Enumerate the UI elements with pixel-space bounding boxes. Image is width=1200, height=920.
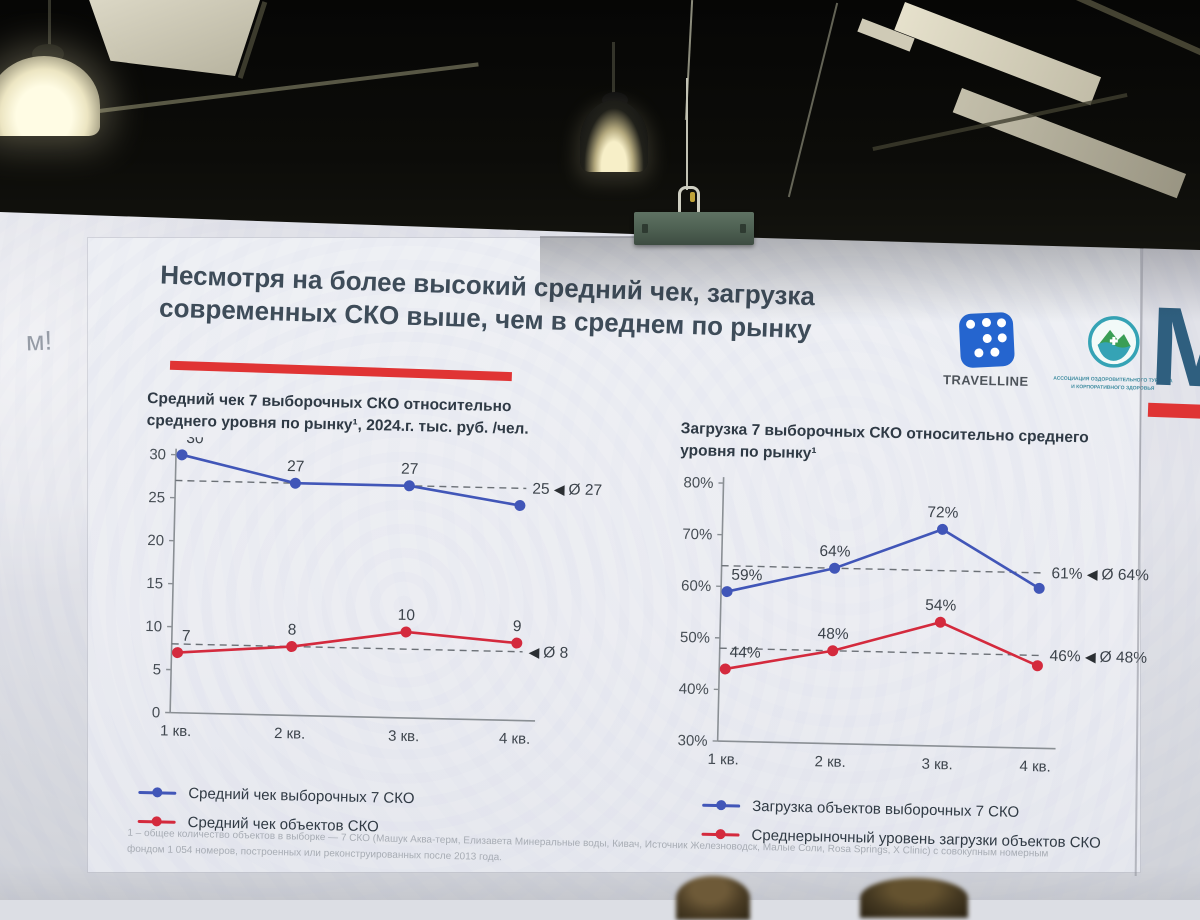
svg-text:27: 27 [287,458,305,475]
dice-dot [998,333,1007,342]
svg-text:80%: 80% [683,474,713,492]
chart-canvas: 30% 40% 50% 60% 70% 80% 1 кв. 2 кв. 3 кв. 4 кв. 59… [665,464,1172,797]
svg-text:1 кв.: 1 кв. [160,722,192,740]
legend-marker-icon [138,791,176,795]
svg-text:30: 30 [149,446,166,463]
audience-head [860,878,968,918]
legend-marker-icon [702,803,740,807]
right-line-chart: 30% 40% 50% 60% 70% 80% 1 кв. 2 кв. 3 кв. 4 кв. 59… [664,464,1171,802]
svg-text:4 кв.: 4 кв. [499,730,531,748]
ceiling-shadow [540,236,1200,322]
presentation-slide: Несмотря на более высокий средний чек, з… [88,238,1140,872]
svg-text:30: 30 [186,435,204,447]
svg-text:9: 9 [513,618,522,635]
svg-text:4 кв.: 4 кв. [1019,758,1051,776]
left-chart-title: Средний чек 7 выборочных СКО относительн… [147,388,618,442]
svg-text:0: 0 [152,704,161,721]
travelline-logo: TRAVELLINE [931,312,1043,389]
svg-text:30%: 30% [677,732,707,750]
audience-head [676,876,750,920]
svg-text:3 кв.: 3 кв. [388,728,420,746]
association-emblem-icon [1087,315,1140,368]
right-chart-title: Загрузка 7 выборочных СКО относительно с… [680,418,1151,472]
svg-text:64%: 64% [819,543,851,561]
svg-text:2 кв.: 2 кв. [274,725,306,743]
legend-label: Средний чек выборочных 7 СКО [188,785,415,807]
hanging-cable [686,78,688,190]
speaker-box [634,212,754,245]
svg-text:5: 5 [153,661,162,678]
box-clasp [642,224,648,233]
svg-text:27: 27 [401,461,419,478]
svg-text:◀ Ø 8: ◀ Ø 8 [528,644,568,662]
svg-text:40%: 40% [679,681,709,699]
svg-text:8: 8 [288,621,297,638]
chart-canvas: 0 5 10 15 20 25 30 1 кв. 2 кв. 3 кв. 4 кв. 30 27 27 25… [111,435,634,769]
svg-text:2 кв.: 2 кв. [814,753,846,771]
svg-text:61% ◀ Ø 64%: 61% ◀ Ø 64% [1051,565,1149,584]
svg-text:50%: 50% [680,629,710,647]
svg-text:60%: 60% [681,577,711,595]
svg-text:25: 25 [148,489,165,506]
left-wall-partial-text: м! [25,326,52,358]
title-underline [170,361,512,381]
legend-marker-icon [701,832,739,836]
svg-text:48%: 48% [817,625,849,643]
box-clasp [740,224,746,233]
dice-dot [990,348,999,357]
svg-text:15: 15 [146,575,163,592]
svg-text:70%: 70% [682,526,712,544]
svg-text:7: 7 [182,628,191,645]
carabiner-pin [690,192,695,202]
left-line-chart: 0 5 10 15 20 25 30 1 кв. 2 кв. 3 кв. 4 кв. 30 27 27 25… [111,435,634,774]
svg-text:3 кв.: 3 кв. [921,756,953,774]
svg-text:59%: 59% [731,567,763,585]
svg-text:10: 10 [145,618,162,635]
svg-text:20: 20 [147,532,164,549]
svg-text:54%: 54% [925,597,957,615]
svg-text:25 ◀ Ø 27: 25 ◀ Ø 27 [532,481,602,500]
svg-text:72%: 72% [927,504,959,522]
travelline-label: TRAVELLINE [931,372,1041,389]
legend-label: Загрузка объектов выборочных 7 СКО [752,798,1019,821]
svg-text:1 кв.: 1 кв. [707,751,739,769]
legend-marker-icon [138,820,176,824]
right-panel-red-bar [1148,403,1200,419]
svg-text:46% ◀ Ø 48%: 46% ◀ Ø 48% [1049,648,1147,667]
dice-dot [982,334,991,343]
dice-dot [975,349,984,358]
svg-text:10: 10 [398,607,416,624]
svg-text:44%: 44% [729,644,761,662]
